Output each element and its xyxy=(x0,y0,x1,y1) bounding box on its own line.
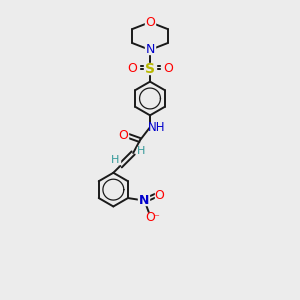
Text: O: O xyxy=(163,62,173,75)
Bar xyxy=(155,190,165,200)
Text: O: O xyxy=(118,129,128,142)
Bar xyxy=(136,147,146,155)
Text: N: N xyxy=(145,44,155,56)
Bar xyxy=(143,213,157,222)
Bar xyxy=(161,64,171,73)
Text: ⁻: ⁻ xyxy=(154,213,160,223)
Text: H: H xyxy=(111,155,119,165)
Text: O: O xyxy=(155,189,165,202)
Text: O: O xyxy=(145,16,155,29)
Text: O: O xyxy=(127,62,137,75)
Text: N: N xyxy=(139,194,149,206)
Text: NH: NH xyxy=(148,121,166,134)
Bar xyxy=(129,64,139,73)
Bar xyxy=(150,123,164,132)
Bar xyxy=(119,131,128,140)
Bar xyxy=(144,63,156,74)
Text: O: O xyxy=(145,212,155,224)
Text: S: S xyxy=(145,62,155,76)
Bar xyxy=(145,46,155,54)
Bar xyxy=(138,195,149,205)
Bar xyxy=(111,156,120,164)
Text: H: H xyxy=(137,146,145,156)
Bar xyxy=(145,18,155,27)
